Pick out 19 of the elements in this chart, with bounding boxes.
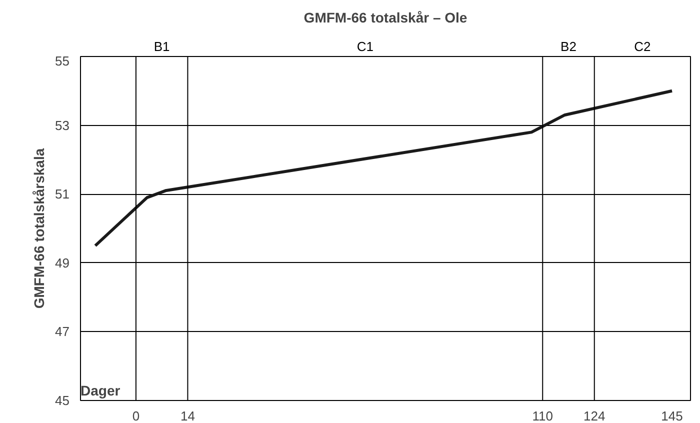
text: B2	[560, 38, 576, 54]
text: B1	[154, 38, 170, 54]
chart-title: GMFM-66 totalskår – Ole	[304, 10, 468, 26]
x-tick-label: 14	[180, 408, 195, 423]
y-tick-label: 51	[55, 186, 70, 202]
y-tick-label: 47	[55, 324, 70, 340]
line-series	[94, 89, 674, 248]
x-axis-title: Dager	[80, 382, 121, 398]
text: C1	[356, 38, 374, 54]
y-tick-label: 53	[55, 118, 70, 133]
y-tick-label: 55	[55, 54, 70, 68]
x-tick-label: 0	[132, 408, 140, 423]
x-tick-label: 110	[532, 408, 553, 423]
y-axis-title: GMFM-66 totalskårskala	[31, 148, 48, 309]
y-tick-label: 45	[55, 393, 70, 408]
text: C2	[634, 38, 651, 54]
y-tick-label: 49	[55, 255, 70, 270]
x-tick-label: 124	[584, 408, 606, 423]
x-tick-label: 145	[661, 408, 683, 423]
